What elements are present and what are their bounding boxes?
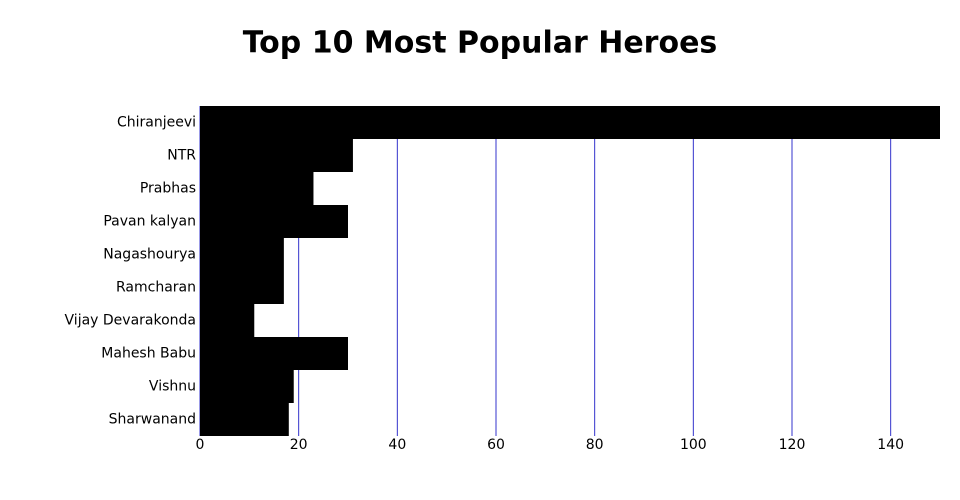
x-tick-label: 20	[290, 437, 308, 453]
bar	[200, 205, 348, 238]
x-tick-label: 40	[388, 437, 406, 453]
y-tick-label: Ramcharan	[116, 280, 196, 296]
y-tick-label: Vishnu	[149, 379, 196, 395]
y-tick-label: Sharwanand	[109, 412, 196, 428]
bar	[200, 106, 940, 139]
bar	[200, 403, 289, 436]
y-tick-label: Nagashourya	[103, 247, 196, 263]
x-tick-label: 0	[196, 437, 205, 453]
y-tick-label: Vijay Devarakonda	[65, 313, 196, 329]
y-tick-label: Prabhas	[140, 181, 196, 197]
bar	[200, 139, 353, 172]
y-tick-label: Pavan kalyan	[103, 214, 196, 230]
x-tick-label: 100	[680, 437, 707, 453]
y-tick-label: Chiranjeevi	[117, 115, 196, 131]
bar	[200, 271, 284, 304]
y-tick-label: NTR	[167, 148, 196, 164]
x-tick-label: 120	[779, 437, 806, 453]
y-tick-label: Mahesh Babu	[101, 346, 196, 362]
bar	[200, 370, 294, 403]
x-tick-label: 60	[487, 437, 505, 453]
x-tick-label: 140	[877, 437, 904, 453]
bar	[200, 337, 348, 370]
bar	[200, 238, 284, 271]
bar	[200, 304, 255, 337]
chart-title: Top 10 Most Popular Heroes	[243, 26, 718, 61]
bar	[200, 172, 314, 205]
x-tick-label: 80	[586, 437, 604, 453]
